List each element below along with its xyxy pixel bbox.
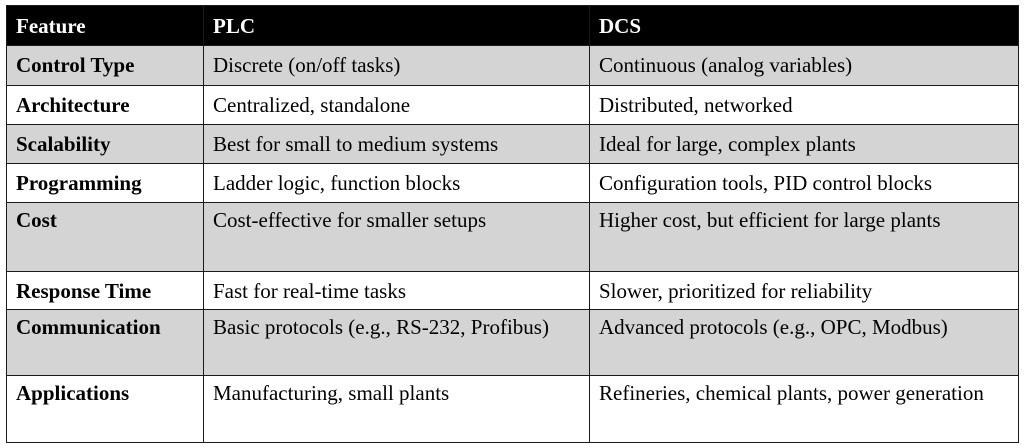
feature-cell: Control Type <box>6 45 204 86</box>
dcs-cell: Configuration tools, PID control blocks <box>589 163 1019 203</box>
table-row: Scalability Best for small to medium sys… <box>6 124 1019 164</box>
feature-cell: Cost <box>6 202 204 272</box>
plc-cell: Best for small to medium systems <box>203 124 590 164</box>
header-row: Feature PLC DCS <box>6 5 1019 46</box>
table-row: Applications Manufacturing, small plants… <box>6 375 1019 443</box>
feature-cell: Applications <box>6 375 204 443</box>
plc-cell: Basic protocols (e.g., RS-232, Profibus) <box>203 309 590 376</box>
plc-cell: Discrete (on/off tasks) <box>203 45 590 86</box>
header-dcs: DCS <box>589 5 1019 46</box>
table-row: Architecture Centralized, standalone Dis… <box>6 85 1019 125</box>
dcs-cell: Refineries, chemical plants, power gener… <box>589 375 1019 443</box>
table-row: Cost Cost-effective for smaller setups H… <box>6 202 1019 272</box>
plc-cell: Fast for real-time tasks <box>203 271 590 310</box>
plc-cell: Cost-effective for smaller setups <box>203 202 590 272</box>
plc-cell: Centralized, standalone <box>203 85 590 125</box>
dcs-cell: Advanced protocols (e.g., OPC, Modbus) <box>589 309 1019 376</box>
table-row: Control Type Discrete (on/off tasks) Con… <box>6 45 1019 86</box>
dcs-cell: Higher cost, but efficient for large pla… <box>589 202 1019 272</box>
comparison-table: Feature PLC DCS Control Type Discrete (o… <box>6 5 1019 443</box>
plc-cell: Manufacturing, small plants <box>203 375 590 443</box>
header-feature: Feature <box>6 5 204 46</box>
dcs-cell: Slower, prioritized for reliability <box>589 271 1019 310</box>
table-row: Programming Ladder logic, function block… <box>6 163 1019 203</box>
table-row: Response Time Fast for real-time tasks S… <box>6 271 1019 310</box>
header-plc: PLC <box>203 5 590 46</box>
dcs-cell: Distributed, networked <box>589 85 1019 125</box>
table-row: Communication Basic protocols (e.g., RS-… <box>6 309 1019 376</box>
feature-cell: Programming <box>6 163 204 203</box>
feature-cell: Architecture <box>6 85 204 125</box>
feature-cell: Response Time <box>6 271 204 310</box>
feature-cell: Communication <box>6 309 204 376</box>
plc-cell: Ladder logic, function blocks <box>203 163 590 203</box>
feature-cell: Scalability <box>6 124 204 164</box>
dcs-cell: Continuous (analog variables) <box>589 45 1019 86</box>
dcs-cell: Ideal for large, complex plants <box>589 124 1019 164</box>
